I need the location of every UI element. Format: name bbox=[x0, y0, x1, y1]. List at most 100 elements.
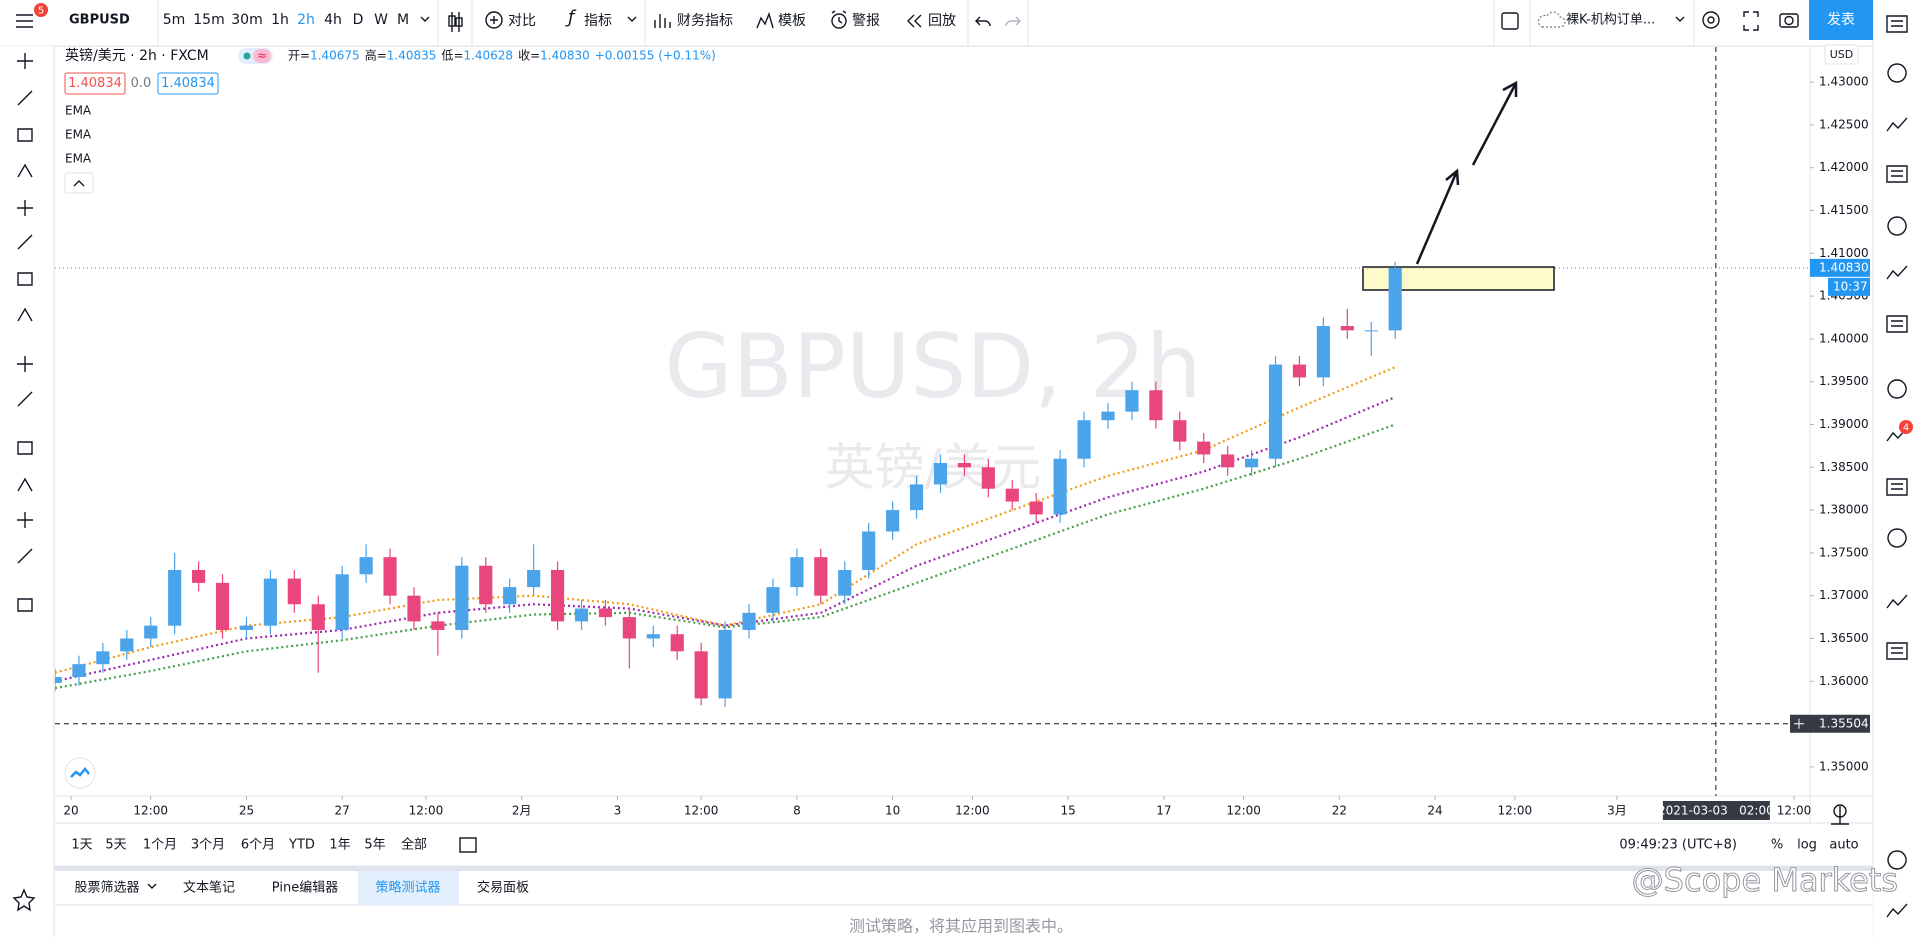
panel-tab[interactable]: 策略测试器 bbox=[375, 880, 440, 896]
crosshair-add[interactable] bbox=[1794, 718, 1804, 729]
panel-tab[interactable]: 交易面板 bbox=[477, 880, 529, 896]
scale-option[interactable]: % bbox=[1771, 838, 1783, 853]
ask-box[interactable] bbox=[157, 72, 219, 95]
sidebar-icon[interactable] bbox=[1887, 528, 1907, 548]
drawing-tool[interactable] bbox=[17, 200, 33, 216]
interval[interactable]: 2h bbox=[297, 12, 315, 28]
toolbar-button[interactable]: 财务指标 bbox=[677, 13, 733, 29]
interval[interactable]: 30m bbox=[231, 12, 262, 28]
settings-button[interactable] bbox=[1702, 11, 1720, 29]
interval[interactable]: W bbox=[374, 12, 388, 28]
date-range-button[interactable] bbox=[459, 837, 477, 853]
range-button[interactable]: YTD bbox=[288, 838, 315, 853]
drawing-tool[interactable] bbox=[17, 512, 33, 528]
sidebar-icon[interactable] bbox=[1886, 315, 1908, 333]
ohlc-value: 1.40835 bbox=[387, 49, 437, 63]
interval[interactable]: 5m bbox=[163, 12, 186, 28]
interval[interactable]: D bbox=[353, 12, 364, 28]
toolbar-button[interactable]: 回放 bbox=[928, 13, 956, 29]
sidebar-icon[interactable] bbox=[1886, 903, 1908, 918]
sidebar-icon[interactable] bbox=[1886, 117, 1908, 132]
drawing-tool[interactable] bbox=[17, 163, 33, 178]
candle-body bbox=[862, 531, 876, 571]
currency[interactable]: USD bbox=[1830, 48, 1854, 61]
chart-type-button[interactable] bbox=[448, 12, 463, 32]
indicator-dropdown[interactable] bbox=[627, 16, 637, 22]
redo-button[interactable] bbox=[1005, 16, 1021, 27]
range-button[interactable]: 3个月 bbox=[191, 838, 225, 853]
drawing-tool[interactable] bbox=[17, 598, 33, 612]
collapse-button[interactable] bbox=[64, 172, 94, 194]
scale-option[interactable]: log bbox=[1797, 838, 1817, 853]
bid-box[interactable] bbox=[64, 72, 126, 95]
rectangle-drawing[interactable] bbox=[1362, 266, 1555, 291]
arrow-drawing[interactable] bbox=[1415, 168, 1460, 265]
drawing-tool[interactable] bbox=[17, 548, 33, 564]
range-button[interactable]: 6个月 bbox=[241, 838, 275, 853]
favorites-button[interactable] bbox=[12, 888, 36, 912]
sidebar-icon[interactable] bbox=[1887, 63, 1907, 83]
sidebar-icon[interactable] bbox=[1886, 165, 1908, 183]
bid[interactable]: 1.40834 bbox=[68, 76, 122, 91]
range-button[interactable]: 1天 bbox=[71, 838, 92, 853]
drawing-tool[interactable] bbox=[17, 90, 33, 106]
sidebar-icon[interactable] bbox=[1886, 642, 1908, 660]
drawing-tool[interactable] bbox=[17, 391, 33, 407]
right-sidebar bbox=[1873, 0, 1920, 937]
interval-dropdown[interactable] bbox=[420, 16, 430, 22]
indicator-name[interactable]: EMA bbox=[65, 128, 92, 142]
range-button[interactable]: 1年 bbox=[329, 838, 350, 853]
screener-dropdown[interactable] bbox=[147, 883, 157, 889]
sidebar-icon[interactable] bbox=[1886, 265, 1908, 280]
sidebar-icon[interactable] bbox=[1887, 850, 1907, 870]
indicator-name[interactable]: EMA bbox=[65, 152, 92, 166]
arrow-drawing[interactable] bbox=[1471, 80, 1518, 166]
menu-button[interactable] bbox=[16, 14, 33, 28]
ask[interactable]: 1.40834 bbox=[161, 76, 215, 91]
drawing-tool[interactable] bbox=[17, 477, 33, 492]
toolbar-button[interactable]: 警报 bbox=[852, 13, 880, 29]
range-button[interactable]: 5年 bbox=[364, 838, 385, 853]
panel-tab[interactable]: Pine编辑器 bbox=[272, 881, 338, 896]
drawing-tool[interactable] bbox=[17, 307, 33, 322]
candle-body bbox=[694, 651, 708, 699]
sidebar-icon[interactable] bbox=[1886, 15, 1908, 33]
layout-dropdown[interactable] bbox=[1675, 16, 1685, 22]
indicator-name[interactable]: EMA bbox=[65, 104, 92, 118]
interval[interactable]: 1h bbox=[271, 12, 289, 28]
symbol[interactable]: GBPUSD bbox=[69, 13, 130, 28]
range-button[interactable]: 1个月 bbox=[143, 838, 177, 853]
undo-button[interactable] bbox=[975, 16, 991, 27]
range-button[interactable]: 全部 bbox=[401, 837, 427, 853]
interval[interactable]: M bbox=[397, 12, 409, 28]
panel-tab[interactable]: 文本笔记 bbox=[183, 880, 235, 896]
drawing-tool[interactable] bbox=[17, 234, 33, 250]
drawing-tool[interactable] bbox=[17, 441, 33, 455]
logo[interactable] bbox=[64, 757, 96, 789]
time-axis-settings[interactable] bbox=[1831, 806, 1849, 825]
sidebar-icon[interactable] bbox=[1886, 478, 1908, 496]
sidebar-icon[interactable] bbox=[1886, 594, 1908, 609]
drawing-tool[interactable] bbox=[17, 128, 33, 142]
snapshot-button[interactable] bbox=[1779, 13, 1799, 28]
currency-box[interactable] bbox=[1824, 44, 1859, 65]
range-button[interactable]: 5天 bbox=[105, 838, 126, 853]
scale-option[interactable]: auto bbox=[1829, 838, 1858, 853]
time-axis-settings-icon[interactable] bbox=[1833, 804, 1847, 818]
fullscreen-button[interactable] bbox=[1743, 11, 1759, 31]
layout-name[interactable]: 裸K-机构订单... bbox=[1566, 13, 1655, 28]
toolbar-button[interactable]: 指标 bbox=[584, 13, 612, 29]
interval[interactable]: 4h bbox=[324, 12, 342, 28]
toolbar-button[interactable]: 模板 bbox=[778, 13, 806, 29]
publish-button[interactable] bbox=[1809, 0, 1873, 40]
sidebar-icon[interactable] bbox=[1887, 216, 1907, 236]
publish-label[interactable]: 发表 bbox=[1827, 12, 1855, 28]
layout-button[interactable] bbox=[1501, 12, 1519, 30]
toolbar-button[interactable]: 对比 bbox=[508, 13, 536, 29]
drawing-tool[interactable] bbox=[17, 356, 33, 372]
drawing-tool[interactable] bbox=[17, 272, 33, 286]
sidebar-icon[interactable] bbox=[1887, 379, 1907, 399]
drawing-tool[interactable] bbox=[17, 53, 33, 69]
panel-tab[interactable]: 股票筛选器 bbox=[74, 881, 139, 896]
interval[interactable]: 15m bbox=[193, 12, 224, 28]
